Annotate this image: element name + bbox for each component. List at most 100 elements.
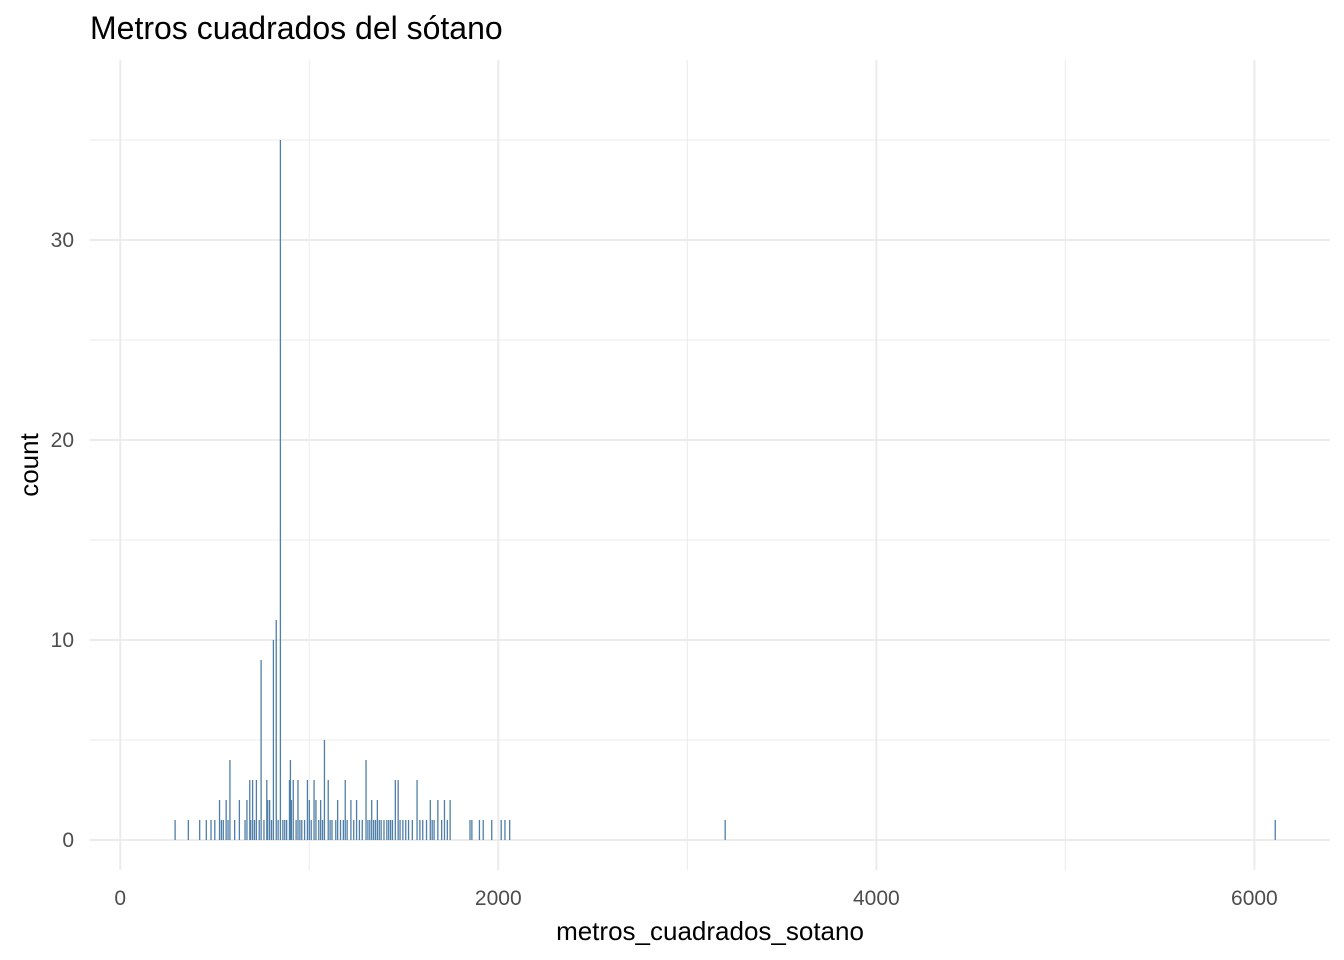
histogram-bar bbox=[509, 820, 511, 840]
y-tick-label: 30 bbox=[51, 229, 74, 252]
histogram-bar bbox=[504, 820, 506, 840]
histogram-bar bbox=[402, 820, 404, 840]
histogram-bar bbox=[361, 820, 363, 840]
x-tick-label: 6000 bbox=[1231, 887, 1278, 910]
y-axis-title: count bbox=[14, 432, 44, 496]
histogram-bar bbox=[214, 820, 216, 840]
histogram-bar bbox=[389, 820, 392, 840]
histogram-bar bbox=[369, 820, 371, 840]
histogram-bar bbox=[306, 780, 309, 840]
histogram-bar bbox=[399, 820, 401, 840]
histogram-bar bbox=[380, 820, 382, 840]
histogram-bar bbox=[353, 820, 355, 840]
histogram-bar bbox=[288, 780, 291, 840]
histogram-bar bbox=[284, 820, 286, 840]
histogram-bar bbox=[405, 820, 407, 840]
histogram-bar bbox=[266, 780, 268, 840]
histogram-bar bbox=[372, 820, 375, 840]
y-tick-label: 0 bbox=[62, 829, 74, 852]
histogram-bar bbox=[440, 820, 443, 840]
histogram-bar bbox=[268, 800, 271, 840]
histogram-bar bbox=[391, 820, 394, 840]
histogram-bar bbox=[1274, 820, 1276, 840]
histogram-bar bbox=[303, 820, 306, 840]
histogram-bar bbox=[386, 820, 388, 840]
histogram-bar bbox=[367, 820, 369, 840]
histogram-bar bbox=[365, 760, 367, 840]
x-tick-labels: 0 2000 4000 6000 bbox=[114, 887, 1277, 910]
gridlines bbox=[90, 60, 1330, 870]
histogram-bar bbox=[246, 800, 248, 840]
histogram-bar bbox=[469, 820, 471, 840]
histogram-bar bbox=[234, 820, 236, 840]
histogram-bar bbox=[376, 800, 379, 840]
histogram-bar bbox=[449, 800, 451, 840]
histogram-bar bbox=[263, 820, 265, 840]
histogram-bar bbox=[272, 640, 275, 840]
histogram-bar bbox=[491, 820, 493, 840]
histogram-bar bbox=[313, 780, 315, 840]
histogram-bar bbox=[346, 820, 348, 840]
bars bbox=[174, 140, 1276, 840]
histogram-bar bbox=[374, 820, 377, 840]
histogram-bar bbox=[250, 820, 252, 840]
histogram-bar bbox=[238, 800, 241, 840]
histogram-bar bbox=[279, 140, 282, 840]
y-tick-label: 10 bbox=[51, 629, 74, 652]
chart-title: Metros cuadrados del sótano bbox=[90, 10, 503, 46]
histogram-bar bbox=[335, 820, 337, 840]
histogram-bar bbox=[437, 800, 439, 840]
y-tick-labels: 0 10 20 30 bbox=[51, 229, 74, 852]
histogram-bar bbox=[394, 780, 396, 840]
histogram-bar bbox=[378, 820, 380, 840]
histogram-bar bbox=[446, 820, 448, 840]
histogram-bar bbox=[320, 800, 322, 840]
histogram-bar bbox=[329, 820, 331, 840]
histogram-bar bbox=[500, 820, 502, 840]
histogram-bar bbox=[339, 820, 342, 840]
histogram-bar bbox=[275, 620, 277, 840]
histogram-bar bbox=[290, 800, 293, 840]
histogram-bar bbox=[383, 820, 385, 840]
x-tick-label: 2000 bbox=[475, 887, 522, 910]
histogram-bar bbox=[260, 660, 262, 840]
histogram-bar bbox=[323, 740, 326, 840]
histogram-bar bbox=[416, 780, 418, 840]
histogram-bar bbox=[282, 820, 284, 840]
histogram-bar bbox=[244, 820, 246, 840]
histogram-bar bbox=[229, 760, 231, 840]
histogram-bar bbox=[724, 820, 726, 840]
histogram-bar bbox=[478, 820, 481, 840]
histogram-bar bbox=[419, 820, 421, 840]
histogram-bar bbox=[187, 820, 189, 840]
histogram-bar bbox=[425, 820, 428, 840]
y-tick-label: 20 bbox=[51, 429, 74, 452]
histogram-bar bbox=[315, 800, 317, 840]
histogram-bar bbox=[327, 780, 329, 840]
histogram-bar bbox=[253, 820, 256, 840]
histogram-bar bbox=[249, 780, 251, 840]
histogram-bar bbox=[220, 820, 223, 840]
histogram-bar bbox=[285, 820, 288, 840]
histogram-bar bbox=[429, 800, 431, 840]
histogram-bar bbox=[422, 820, 424, 840]
histogram-bar bbox=[358, 820, 361, 840]
histogram-bar bbox=[222, 820, 224, 840]
histogram-bar bbox=[205, 820, 207, 840]
histogram-bar bbox=[289, 760, 292, 840]
histogram-bar bbox=[388, 820, 390, 840]
histogram-bar bbox=[295, 820, 297, 840]
histogram-bar bbox=[225, 800, 227, 840]
histogram-bar bbox=[174, 820, 176, 840]
histogram-bar bbox=[292, 780, 294, 840]
histogram-bar bbox=[337, 800, 339, 840]
histogram-bar bbox=[443, 800, 446, 840]
histogram-bar bbox=[350, 800, 352, 840]
histogram-bar bbox=[471, 820, 473, 840]
histogram-bar bbox=[321, 820, 324, 840]
histogram-bar bbox=[397, 780, 399, 840]
histogram-bar bbox=[210, 820, 212, 840]
histogram-bar bbox=[344, 780, 346, 840]
x-tick-label: 4000 bbox=[853, 887, 900, 910]
